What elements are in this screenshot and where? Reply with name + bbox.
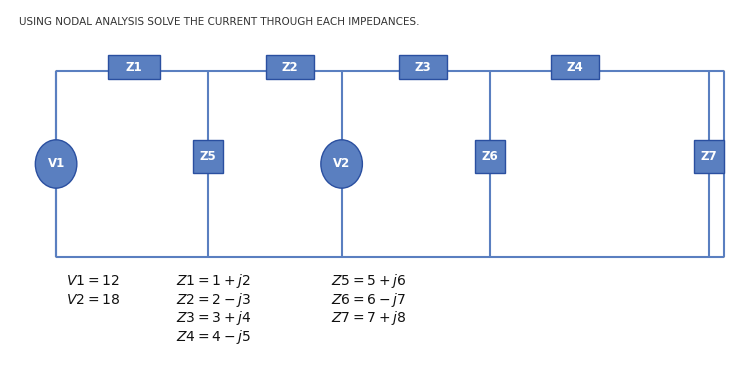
Text: Z1: Z1 xyxy=(126,61,142,74)
Text: Z6: Z6 xyxy=(482,150,498,163)
FancyBboxPatch shape xyxy=(476,140,505,173)
Text: Z7: Z7 xyxy=(700,150,717,163)
FancyBboxPatch shape xyxy=(399,55,447,79)
Text: Z4: Z4 xyxy=(567,61,584,74)
Text: $Z6 = 6 - j7$: $Z6 = 6 - j7$ xyxy=(331,291,406,309)
Text: $Z1 = 1 + j2$: $Z1 = 1 + j2$ xyxy=(176,272,251,290)
Text: $Z4 = 4 - j5$: $Z4 = 4 - j5$ xyxy=(176,328,251,346)
Text: $Z5 = 5 + j6$: $Z5 = 5 + j6$ xyxy=(331,272,406,290)
Text: V1: V1 xyxy=(47,157,64,171)
Text: Z5: Z5 xyxy=(200,150,217,163)
Text: $V1 = 12$: $V1 = 12$ xyxy=(66,274,119,288)
FancyBboxPatch shape xyxy=(551,55,599,79)
Text: Z2: Z2 xyxy=(281,61,298,74)
Text: $Z3 = 3 + j4$: $Z3 = 3 + j4$ xyxy=(176,309,252,327)
FancyBboxPatch shape xyxy=(108,55,160,79)
Text: $V2 = 18$: $V2 = 18$ xyxy=(66,293,120,307)
FancyBboxPatch shape xyxy=(194,140,223,173)
Text: $Z7 = 7 + j8$: $Z7 = 7 + j8$ xyxy=(331,309,406,327)
Text: Z3: Z3 xyxy=(415,61,431,74)
FancyBboxPatch shape xyxy=(266,55,314,79)
Text: USING NODAL ANALYSIS SOLVE THE CURRENT THROUGH EACH IMPEDANCES.: USING NODAL ANALYSIS SOLVE THE CURRENT T… xyxy=(19,17,419,27)
Ellipse shape xyxy=(321,140,362,188)
Text: V2: V2 xyxy=(333,157,350,171)
Text: $Z2 = 2 - j3$: $Z2 = 2 - j3$ xyxy=(176,291,251,309)
Ellipse shape xyxy=(35,140,76,188)
FancyBboxPatch shape xyxy=(694,140,724,173)
